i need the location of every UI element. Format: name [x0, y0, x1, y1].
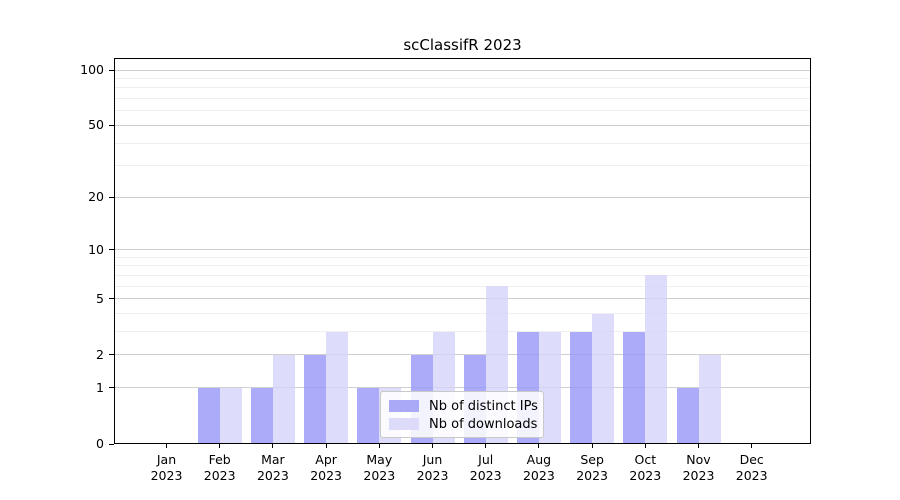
y-tick-label: 20 — [88, 189, 104, 205]
bar-nb-of-downloads-apr-2023 — [326, 331, 349, 444]
bar-nb-of-downloads-oct-2023 — [645, 275, 668, 444]
y-tick-label: 2 — [96, 346, 104, 362]
y-tick-label: 10 — [88, 241, 104, 257]
x-tick-label: Feb 2023 — [203, 452, 236, 483]
y-tick-mark — [109, 354, 114, 356]
gridline-major — [114, 298, 811, 300]
x-tick-label: Jan 2023 — [150, 452, 183, 483]
x-tick-label: Apr 2023 — [310, 452, 342, 483]
x-tick-mark — [644, 444, 646, 448]
gridline-minor — [114, 142, 811, 144]
x-tick-mark — [751, 444, 753, 448]
bar-nb-of-distinct-ips-mar-2023 — [250, 387, 273, 444]
x-tick-label: Sep 2023 — [576, 452, 608, 483]
gridline-minor — [114, 98, 811, 100]
gridline-major — [114, 387, 811, 389]
bar-nb-of-distinct-ips-sep-2023 — [570, 331, 593, 444]
x-tick-label: Mar 2023 — [256, 452, 289, 483]
legend-item-downloads: Nb of downloads — [389, 416, 538, 432]
y-tick-label: 5 — [96, 290, 104, 306]
x-tick-label: Dec 2023 — [735, 452, 768, 483]
x-tick-label: Jul 2023 — [469, 452, 502, 483]
gridline-major — [114, 249, 811, 251]
legend-label-downloads: Nb of downloads — [429, 416, 538, 432]
gridline-minor — [114, 265, 811, 267]
y-tick-mark — [109, 69, 114, 71]
legend-label-distinct-ips: Nb of distinct IPs — [429, 398, 538, 414]
bar-nb-of-downloads-nov-2023 — [698, 354, 721, 444]
gridline-minor — [114, 77, 811, 79]
y-tick-label: 0 — [96, 436, 104, 451]
gridline-minor — [114, 274, 811, 276]
x-tick-mark — [272, 444, 274, 448]
gridline-minor — [114, 165, 811, 167]
gridline-minor — [114, 313, 811, 315]
gridline-minor — [114, 285, 811, 287]
bar-nb-of-downloads-feb-2023 — [219, 387, 242, 444]
gridline-minor — [114, 87, 811, 89]
x-tick-mark — [325, 444, 327, 448]
bar-nb-of-downloads-aug-2023 — [538, 331, 561, 444]
x-tick-mark — [698, 444, 699, 448]
x-tick-mark — [485, 444, 487, 448]
x-tick-mark — [219, 444, 221, 448]
x-tick-label: May 2023 — [363, 452, 396, 483]
x-tick-mark — [432, 444, 433, 448]
gridline-major — [114, 354, 811, 356]
gridline-major — [114, 69, 811, 71]
x-tick-mark — [166, 444, 167, 448]
bar-nb-of-downloads-mar-2023 — [272, 354, 295, 444]
x-tick-mark — [591, 444, 593, 448]
legend: Nb of distinct IPs Nb of downloads — [380, 391, 544, 438]
x-tick-mark — [538, 444, 540, 448]
x-tick-label: Jun 2023 — [416, 452, 449, 483]
legend-swatch-downloads-icon — [389, 418, 419, 430]
y-tick-label: 100 — [80, 62, 104, 77]
y-tick-mark — [109, 443, 114, 445]
y-tick-mark — [109, 298, 114, 300]
x-tick-label: Aug 2023 — [522, 452, 555, 483]
legend-item-distinct-ips: Nb of distinct IPs — [389, 398, 538, 414]
gridline-major — [114, 124, 811, 126]
bar-nb-of-distinct-ips-nov-2023 — [676, 387, 699, 444]
gridline-minor — [114, 331, 811, 333]
gridline-major — [114, 196, 811, 198]
bar-nb-of-distinct-ips-apr-2023 — [304, 354, 327, 444]
legend-swatch-distinct-ips-icon — [389, 400, 419, 412]
bar-nb-of-distinct-ips-feb-2023 — [197, 387, 220, 444]
x-tick-label: Oct 2023 — [629, 452, 662, 483]
y-tick-mark — [109, 196, 114, 198]
y-tick-label: 50 — [88, 117, 104, 133]
bar-nb-of-downloads-sep-2023 — [592, 313, 615, 444]
y-tick-mark — [109, 124, 114, 126]
y-tick-mark — [109, 387, 114, 389]
gridline-minor — [114, 256, 811, 258]
x-tick-label: Nov 2023 — [682, 452, 715, 483]
chart-title: scClassifR 2023 — [403, 36, 522, 54]
x-tick-mark — [378, 444, 380, 448]
y-tick-label: 1 — [96, 379, 104, 395]
bar-nb-of-distinct-ips-oct-2023 — [623, 331, 646, 444]
gridline-minor — [114, 110, 811, 112]
y-tick-mark — [109, 249, 114, 251]
bar-nb-of-distinct-ips-may-2023 — [357, 387, 380, 444]
